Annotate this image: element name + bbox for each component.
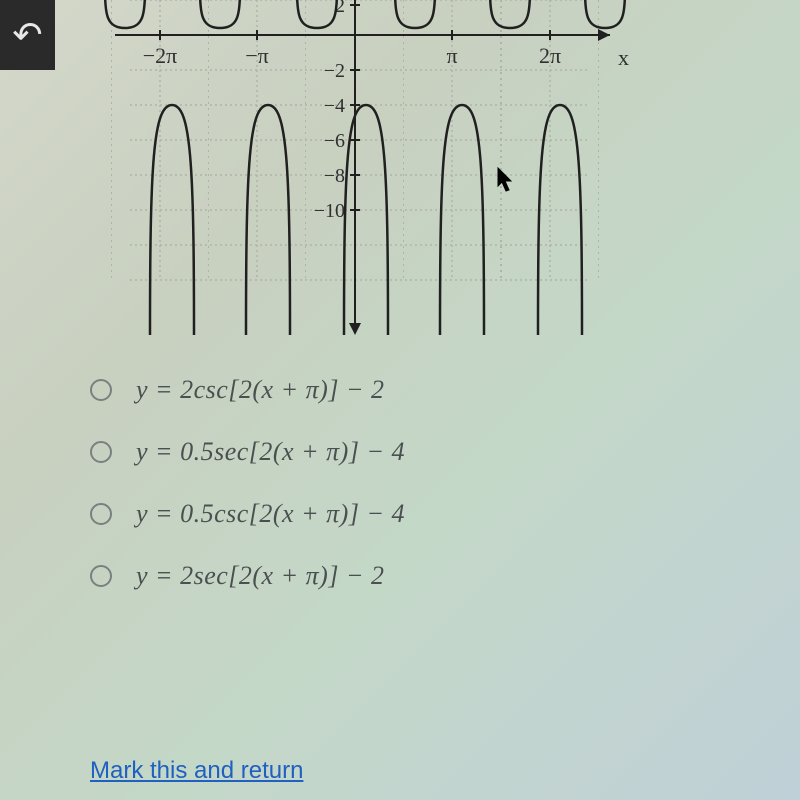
svg-text:−2π: −2π xyxy=(143,43,178,68)
option-label: y = 2csc[2(x + π)] − 2 xyxy=(136,375,385,405)
option-a[interactable]: y = 2csc[2(x + π)] − 2 xyxy=(90,375,690,405)
mark-return-link[interactable]: Mark this and return xyxy=(90,757,303,785)
answer-options: y = 2csc[2(x + π)] − 2 y = 0.5sec[2(x + … xyxy=(90,375,690,623)
radio-icon xyxy=(90,379,112,401)
option-b[interactable]: y = 0.5sec[2(x + π)] − 4 xyxy=(90,437,690,467)
svg-text:−8: −8 xyxy=(324,165,345,187)
option-label: y = 2sec[2(x + π)] − 2 xyxy=(136,561,385,591)
svg-text:−4: −4 xyxy=(324,95,345,117)
svg-text:−2: −2 xyxy=(324,60,345,82)
svg-text:−6: −6 xyxy=(324,130,345,152)
radio-icon xyxy=(90,441,112,463)
graph: −2π−ππ2πx2−2−4−6−8−10 xyxy=(70,0,630,350)
option-c[interactable]: y = 0.5csc[2(x + π)] − 4 xyxy=(90,499,690,529)
back-arrow[interactable]: ↶ xyxy=(0,0,55,70)
option-label: y = 0.5csc[2(x + π)] − 4 xyxy=(136,499,405,529)
svg-text:−10: −10 xyxy=(314,200,345,222)
option-label: y = 0.5sec[2(x + π)] − 4 xyxy=(136,437,405,467)
radio-icon xyxy=(90,503,112,525)
radio-icon xyxy=(90,565,112,587)
graph-svg: −2π−ππ2πx2−2−4−6−8−10 xyxy=(70,0,630,350)
svg-text:x: x xyxy=(618,45,629,70)
svg-text:2π: 2π xyxy=(539,43,561,68)
option-d[interactable]: y = 2sec[2(x + π)] − 2 xyxy=(90,561,690,591)
back-arrow-icon: ↶ xyxy=(12,14,42,56)
svg-text:−π: −π xyxy=(245,43,269,68)
svg-text:π: π xyxy=(446,43,457,68)
